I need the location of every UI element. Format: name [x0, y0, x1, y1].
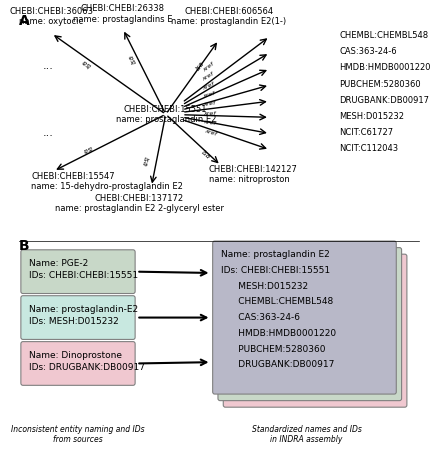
Text: B: B: [19, 239, 29, 253]
Text: DRUGBANK:DB00917: DRUGBANK:DB00917: [221, 360, 334, 369]
Text: PUBCHEM:5280360: PUBCHEM:5280360: [339, 80, 421, 89]
FancyBboxPatch shape: [21, 250, 135, 293]
Text: xref: xref: [204, 128, 217, 136]
Text: xref: xref: [203, 119, 217, 126]
Text: CHEBI:CHEBI:36063
name: oxytocic: CHEBI:CHEBI:36063 name: oxytocic: [9, 7, 93, 26]
Text: CHEBI:CHEBI:142127
name: nitroproston: CHEBI:CHEBI:142127 name: nitroproston: [209, 165, 297, 184]
FancyBboxPatch shape: [223, 254, 407, 407]
Text: CAS:363-24-6: CAS:363-24-6: [221, 313, 300, 322]
FancyBboxPatch shape: [21, 296, 135, 339]
Text: isa: isa: [200, 149, 211, 160]
Text: CHEBI:CHEBI:137172
name: prostaglandin E2 2-glyceryl ester: CHEBI:CHEBI:137172 name: prostaglandin E…: [55, 194, 224, 213]
Text: DRUGBANK:DB00917: DRUGBANK:DB00917: [339, 96, 429, 105]
Text: isa: isa: [81, 58, 92, 68]
Text: HMDB:HMDB0001220: HMDB:HMDB0001220: [221, 329, 336, 338]
Text: CHEBI:CHEBI:15551
name: prostaglandin E2: CHEBI:CHEBI:15551 name: prostaglandin E2: [116, 104, 216, 124]
Text: xref: xref: [203, 101, 216, 108]
Text: Name: prostaglandin E2: Name: prostaglandin E2: [221, 250, 330, 259]
Text: CHEMBL:CHEMBL548: CHEMBL:CHEMBL548: [339, 31, 428, 40]
FancyBboxPatch shape: [213, 241, 396, 394]
Text: MESH:D015232: MESH:D015232: [339, 112, 404, 121]
Text: IDs: CHEBI:CHEBI:15551: IDs: CHEBI:CHEBI:15551: [221, 266, 330, 275]
Text: isa: isa: [128, 53, 138, 64]
Text: xref: xref: [202, 81, 215, 90]
Text: CHEBI:CHEBI:606564
name: prostaglandin E2(1-): CHEBI:CHEBI:606564 name: prostaglandin E…: [171, 7, 287, 26]
Text: Inconsistent entity naming and IDs
from sources: Inconsistent entity naming and IDs from …: [11, 425, 145, 444]
Text: Name: PGE-2: Name: PGE-2: [29, 259, 88, 268]
Text: Name: Dinoprostone: Name: Dinoprostone: [29, 351, 122, 360]
Text: xref: xref: [202, 62, 214, 73]
Text: xref: xref: [202, 72, 215, 82]
Text: xref: xref: [203, 111, 216, 116]
Text: ...: ...: [43, 128, 54, 138]
Text: CHEBI:CHEBI:15547
name: 15-dehydro-prostaglandin E2: CHEBI:CHEBI:15547 name: 15-dehydro-prost…: [31, 172, 183, 191]
Text: IDs: MESH:D015232: IDs: MESH:D015232: [29, 317, 119, 326]
Text: CAS:363-24-6: CAS:363-24-6: [339, 47, 397, 56]
Text: CHEMBL:CHEMBL548: CHEMBL:CHEMBL548: [221, 297, 333, 306]
Text: ...: ...: [43, 61, 54, 71]
Text: CHEBI:CHEBI:26338
name: prostaglandins E: CHEBI:CHEBI:26338 name: prostaglandins E: [73, 4, 173, 24]
Text: NCIT:C61727: NCIT:C61727: [339, 128, 393, 137]
Text: MESH:D015232: MESH:D015232: [221, 282, 308, 291]
Text: xref: xref: [202, 91, 216, 99]
Text: IDs: CHEBI:CHEBI:15551: IDs: CHEBI:CHEBI:15551: [29, 271, 138, 280]
Text: isa: isa: [81, 144, 93, 154]
FancyBboxPatch shape: [21, 342, 135, 385]
Text: isa: isa: [195, 60, 206, 72]
Text: Name: prostaglandin-E2: Name: prostaglandin-E2: [29, 305, 138, 314]
Text: Standardized names and IDs
in INDRA assembly: Standardized names and IDs in INDRA asse…: [251, 425, 361, 444]
Text: HMDB:HMDB0001220: HMDB:HMDB0001220: [339, 63, 431, 72]
Text: PUBCHEM:5280360: PUBCHEM:5280360: [221, 345, 325, 354]
Text: A: A: [19, 14, 29, 28]
Text: isa: isa: [141, 156, 149, 167]
Text: NCIT:C112043: NCIT:C112043: [339, 144, 398, 153]
FancyBboxPatch shape: [218, 248, 401, 400]
Text: IDs: DRUGBANK:DB00917: IDs: DRUGBANK:DB00917: [29, 363, 145, 372]
